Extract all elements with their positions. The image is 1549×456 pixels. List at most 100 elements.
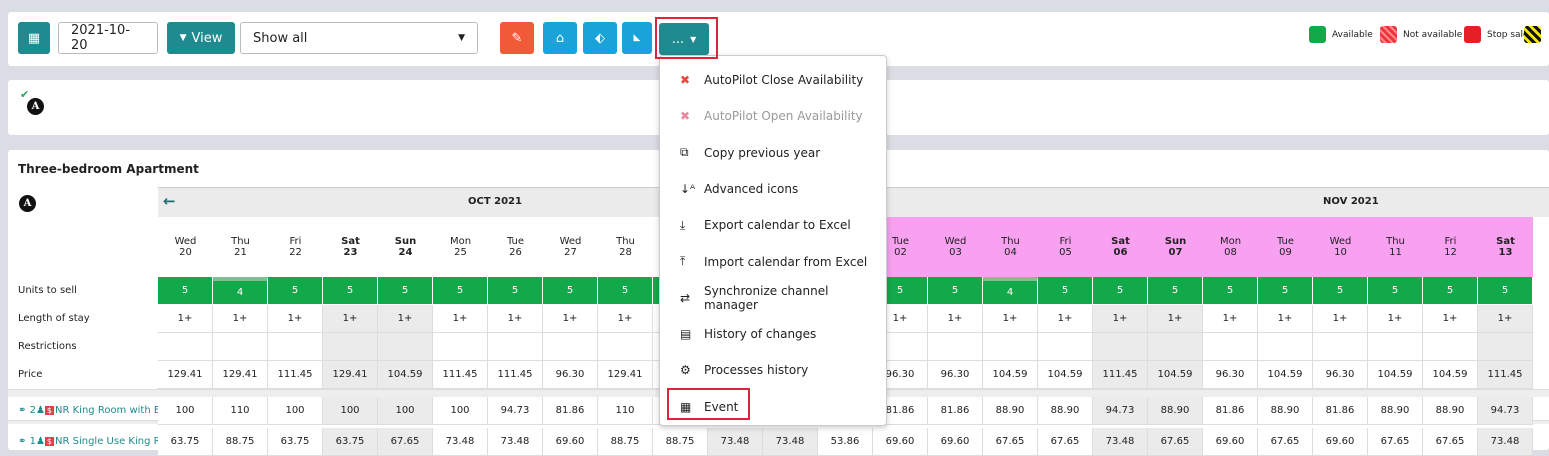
rate-cell[interactable]: 88.90 (1423, 397, 1478, 425)
rate-cell[interactable]: 94.73 (1478, 397, 1533, 425)
rate-cell[interactable]: 67.65 (1148, 428, 1203, 456)
rate-cell[interactable]: 73.48 (433, 428, 488, 456)
restriction-cell[interactable] (378, 333, 433, 361)
gift-button[interactable]: ⌂ (543, 22, 577, 54)
rate-cell[interactable]: 73.48 (488, 428, 543, 456)
rate-cell[interactable]: 81.86 (1313, 397, 1368, 425)
los-cell[interactable]: 1+ (983, 305, 1038, 333)
rate-cell[interactable]: 88.90 (983, 397, 1038, 425)
rate-cell[interactable]: 110 (213, 397, 268, 425)
rate-cell[interactable]: 67.65 (1258, 428, 1313, 456)
rate-cell[interactable]: 67.65 (378, 428, 433, 456)
rate-cell[interactable]: 88.90 (1038, 397, 1093, 425)
restriction-cell[interactable] (1478, 333, 1533, 361)
los-cell[interactable]: 1+ (928, 305, 983, 333)
units-cell[interactable]: 5 (323, 277, 378, 305)
restriction-cell[interactable] (1368, 333, 1423, 361)
menu-item[interactable]: ⚙ Processes history (660, 352, 886, 388)
rate-cell[interactable]: 88.75 (598, 428, 653, 456)
restriction-cell[interactable] (433, 333, 488, 361)
rate-cell[interactable]: 73.48 (763, 428, 818, 456)
rate-cell[interactable]: 63.75 (158, 428, 213, 456)
units-cell[interactable]: 5 (598, 277, 653, 305)
price-cell[interactable]: 111.45 (1478, 361, 1533, 389)
rate-cell[interactable]: 67.65 (1038, 428, 1093, 456)
menu-item[interactable]: ⤓ Export calendar to Excel (660, 207, 886, 243)
units-cell[interactable]: 4 (983, 277, 1038, 305)
los-cell[interactable]: 1+ (1423, 305, 1478, 333)
los-cell[interactable]: 1+ (378, 305, 433, 333)
los-cell[interactable]: 1+ (1478, 305, 1533, 333)
price-cell[interactable]: 104.59 (1423, 361, 1478, 389)
rate-cell[interactable]: 69.60 (1203, 428, 1258, 456)
rate-cell[interactable]: 67.65 (1423, 428, 1478, 456)
restriction-cell[interactable] (488, 333, 543, 361)
price-cell[interactable]: 104.59 (1258, 361, 1313, 389)
units-cell[interactable]: 5 (158, 277, 213, 305)
price-cell[interactable]: 104.59 (983, 361, 1038, 389)
rate-cell[interactable]: 81.86 (543, 397, 598, 425)
pointer-button[interactable]: ◣ (622, 22, 652, 54)
restriction-cell[interactable] (158, 333, 213, 361)
tag-button[interactable]: ⬖ (583, 22, 617, 54)
restriction-cell[interactable] (1093, 333, 1148, 361)
rate-cell[interactable]: 100 (433, 397, 488, 425)
units-cell[interactable]: 5 (543, 277, 598, 305)
rate-cell[interactable]: 100 (158, 397, 213, 425)
units-cell[interactable]: 5 (1368, 277, 1423, 305)
units-cell[interactable]: 5 (1203, 277, 1258, 305)
price-cell[interactable]: 129.41 (213, 361, 268, 389)
los-cell[interactable]: 1+ (1038, 305, 1093, 333)
rate-cell[interactable]: 94.73 (1093, 397, 1148, 425)
price-cell[interactable]: 104.59 (1368, 361, 1423, 389)
menu-item[interactable]: ✖ AutoPilot Close Availability (660, 62, 886, 98)
menu-item[interactable]: ⧉ Copy previous year (660, 135, 886, 171)
restriction-cell[interactable] (1203, 333, 1258, 361)
price-cell[interactable]: 111.45 (488, 361, 543, 389)
rate-cell[interactable]: 100 (268, 397, 323, 425)
rate-cell[interactable]: 69.60 (928, 428, 983, 456)
price-cell[interactable]: 104.59 (1148, 361, 1203, 389)
los-cell[interactable]: 1+ (1148, 305, 1203, 333)
rate-cell[interactable]: 88.90 (1148, 397, 1203, 425)
restriction-cell[interactable] (598, 333, 653, 361)
units-cell[interactable]: 4 (213, 277, 268, 305)
price-cell[interactable]: 96.30 (1203, 361, 1258, 389)
los-cell[interactable]: 1+ (1258, 305, 1313, 333)
rate-cell[interactable]: 100 (323, 397, 378, 425)
restriction-cell[interactable] (1313, 333, 1368, 361)
menu-item[interactable]: ⤒ Import calendar from Excel (660, 244, 886, 280)
menu-item[interactable]: ✖ AutoPilot Open Availability (660, 98, 886, 134)
units-cell[interactable]: 5 (1148, 277, 1203, 305)
los-cell[interactable]: 1+ (158, 305, 213, 333)
rate-cell[interactable]: 110 (598, 397, 653, 425)
restriction-cell[interactable] (323, 333, 378, 361)
rate-cell[interactable]: 88.75 (653, 428, 708, 456)
units-cell[interactable]: 5 (1423, 277, 1478, 305)
menu-item[interactable]: ▤ History of changes (660, 316, 886, 352)
los-cell[interactable]: 1+ (1313, 305, 1368, 333)
price-cell[interactable]: 104.59 (378, 361, 433, 389)
price-cell[interactable]: 129.41 (158, 361, 213, 389)
restriction-cell[interactable] (1038, 333, 1093, 361)
price-cell[interactable]: 129.41 (323, 361, 378, 389)
menu-item[interactable]: ▦ Event (660, 389, 886, 425)
calendar-button[interactable]: ▦ (18, 22, 50, 54)
los-cell[interactable]: 1+ (488, 305, 543, 333)
rate-cell[interactable]: 69.60 (873, 428, 928, 456)
menu-item[interactable]: ⇄ Synchronize channel manager (660, 280, 886, 316)
rate-cell[interactable]: 69.60 (1313, 428, 1368, 456)
restriction-cell[interactable] (213, 333, 268, 361)
date-input[interactable]: 2021-10-20 (58, 22, 158, 54)
price-cell[interactable]: 111.45 (268, 361, 323, 389)
restriction-cell[interactable] (983, 333, 1038, 361)
units-cell[interactable]: 5 (1478, 277, 1533, 305)
price-cell[interactable]: 129.41 (598, 361, 653, 389)
price-cell[interactable]: 111.45 (433, 361, 488, 389)
restriction-cell[interactable] (1148, 333, 1203, 361)
rate-cell[interactable]: 73.48 (708, 428, 763, 456)
rate-plan-link[interactable]: ⚭ 1♟ $ NR Single Use King R (18, 436, 158, 447)
rate-cell[interactable]: 69.60 (543, 428, 598, 456)
rate-cell[interactable]: 88.90 (1258, 397, 1313, 425)
los-cell[interactable]: 1+ (1093, 305, 1148, 333)
